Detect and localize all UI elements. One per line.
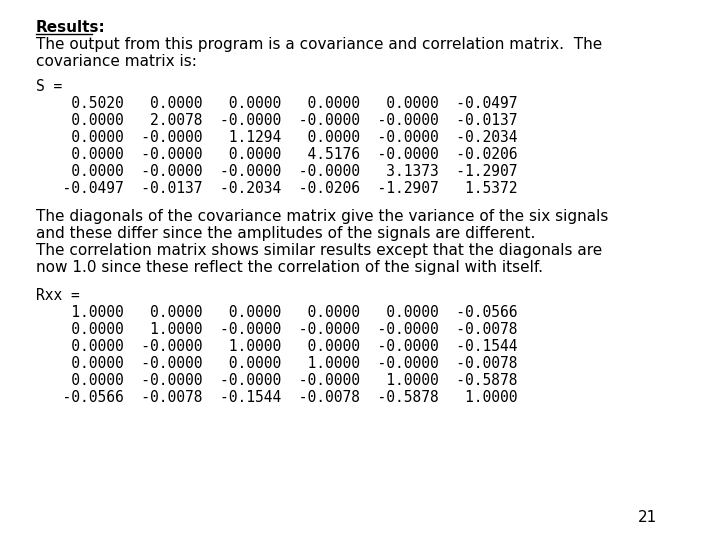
Text: Rxx =: Rxx =: [36, 288, 79, 303]
Text: 1.0000   0.0000   0.0000   0.0000   0.0000  -0.0566: 1.0000 0.0000 0.0000 0.0000 0.0000 -0.05…: [45, 305, 518, 320]
Text: now 1.0 since these reflect the correlation of the signal with itself.: now 1.0 since these reflect the correlat…: [36, 260, 543, 275]
Text: 0.0000   1.0000  -0.0000  -0.0000  -0.0000  -0.0078: 0.0000 1.0000 -0.0000 -0.0000 -0.0000 -0…: [45, 322, 518, 337]
Text: covariance matrix is:: covariance matrix is:: [36, 54, 197, 69]
Text: 21: 21: [638, 510, 657, 525]
Text: 0.0000  -0.0000  -0.0000  -0.0000   3.1373  -1.2907: 0.0000 -0.0000 -0.0000 -0.0000 3.1373 -1…: [45, 164, 518, 179]
Text: 0.5020   0.0000   0.0000   0.0000   0.0000  -0.0497: 0.5020 0.0000 0.0000 0.0000 0.0000 -0.04…: [45, 96, 518, 111]
Text: -0.0497  -0.0137  -0.2034  -0.0206  -1.2907   1.5372: -0.0497 -0.0137 -0.2034 -0.0206 -1.2907 …: [45, 181, 518, 196]
Text: -0.0566  -0.0078  -0.1544  -0.0078  -0.5878   1.0000: -0.0566 -0.0078 -0.1544 -0.0078 -0.5878 …: [45, 390, 518, 405]
Text: 0.0000  -0.0000   0.0000   4.5176  -0.0000  -0.0206: 0.0000 -0.0000 0.0000 4.5176 -0.0000 -0.…: [45, 147, 518, 162]
Text: S =: S =: [36, 79, 62, 94]
Text: 0.0000  -0.0000   1.1294   0.0000  -0.0000  -0.2034: 0.0000 -0.0000 1.1294 0.0000 -0.0000 -0.…: [45, 130, 518, 145]
Text: 0.0000  -0.0000   0.0000   1.0000  -0.0000  -0.0078: 0.0000 -0.0000 0.0000 1.0000 -0.0000 -0.…: [45, 356, 518, 371]
Text: The diagonals of the covariance matrix give the variance of the six signals: The diagonals of the covariance matrix g…: [36, 209, 608, 224]
Text: The correlation matrix shows similar results except that the diagonals are: The correlation matrix shows similar res…: [36, 243, 602, 258]
Text: Results:: Results:: [36, 20, 105, 35]
Text: The output from this program is a covariance and correlation matrix.  The: The output from this program is a covari…: [36, 37, 602, 52]
Text: 0.0000  -0.0000  -0.0000  -0.0000   1.0000  -0.5878: 0.0000 -0.0000 -0.0000 -0.0000 1.0000 -0…: [45, 373, 518, 388]
Text: 0.0000   2.0078  -0.0000  -0.0000  -0.0000  -0.0137: 0.0000 2.0078 -0.0000 -0.0000 -0.0000 -0…: [45, 113, 518, 128]
Text: and these differ since the amplitudes of the signals are different.: and these differ since the amplitudes of…: [36, 226, 535, 241]
Text: 0.0000  -0.0000   1.0000   0.0000  -0.0000  -0.1544: 0.0000 -0.0000 1.0000 0.0000 -0.0000 -0.…: [45, 339, 518, 354]
